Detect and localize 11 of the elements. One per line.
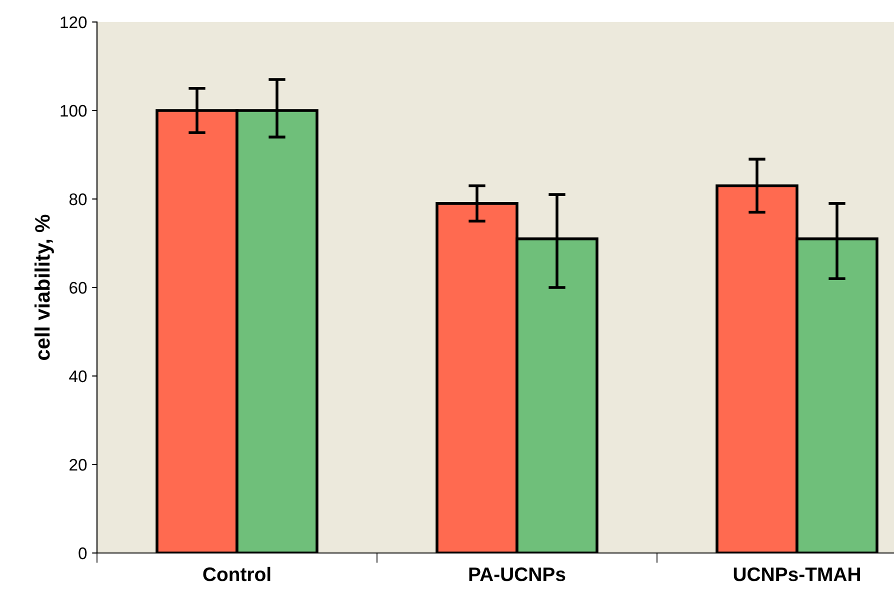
y-axis-title: cell viability, %	[34, 214, 54, 360]
y-tick-label: 100	[60, 104, 87, 117]
y-tick-label: 120	[60, 16, 87, 28]
y-tick-label: 20	[70, 458, 87, 471]
x-tick-label: Control	[203, 566, 270, 582]
y-tick-label: 80	[69, 193, 87, 206]
y-tick-label: 60	[70, 282, 87, 294]
x-tick-label: UCNPs-TMAH	[734, 567, 860, 582]
y-tick-label: 40	[69, 370, 87, 382]
x-tick-label: PA-UCNPs	[469, 567, 566, 582]
y-tick-label: 0	[78, 547, 87, 560]
